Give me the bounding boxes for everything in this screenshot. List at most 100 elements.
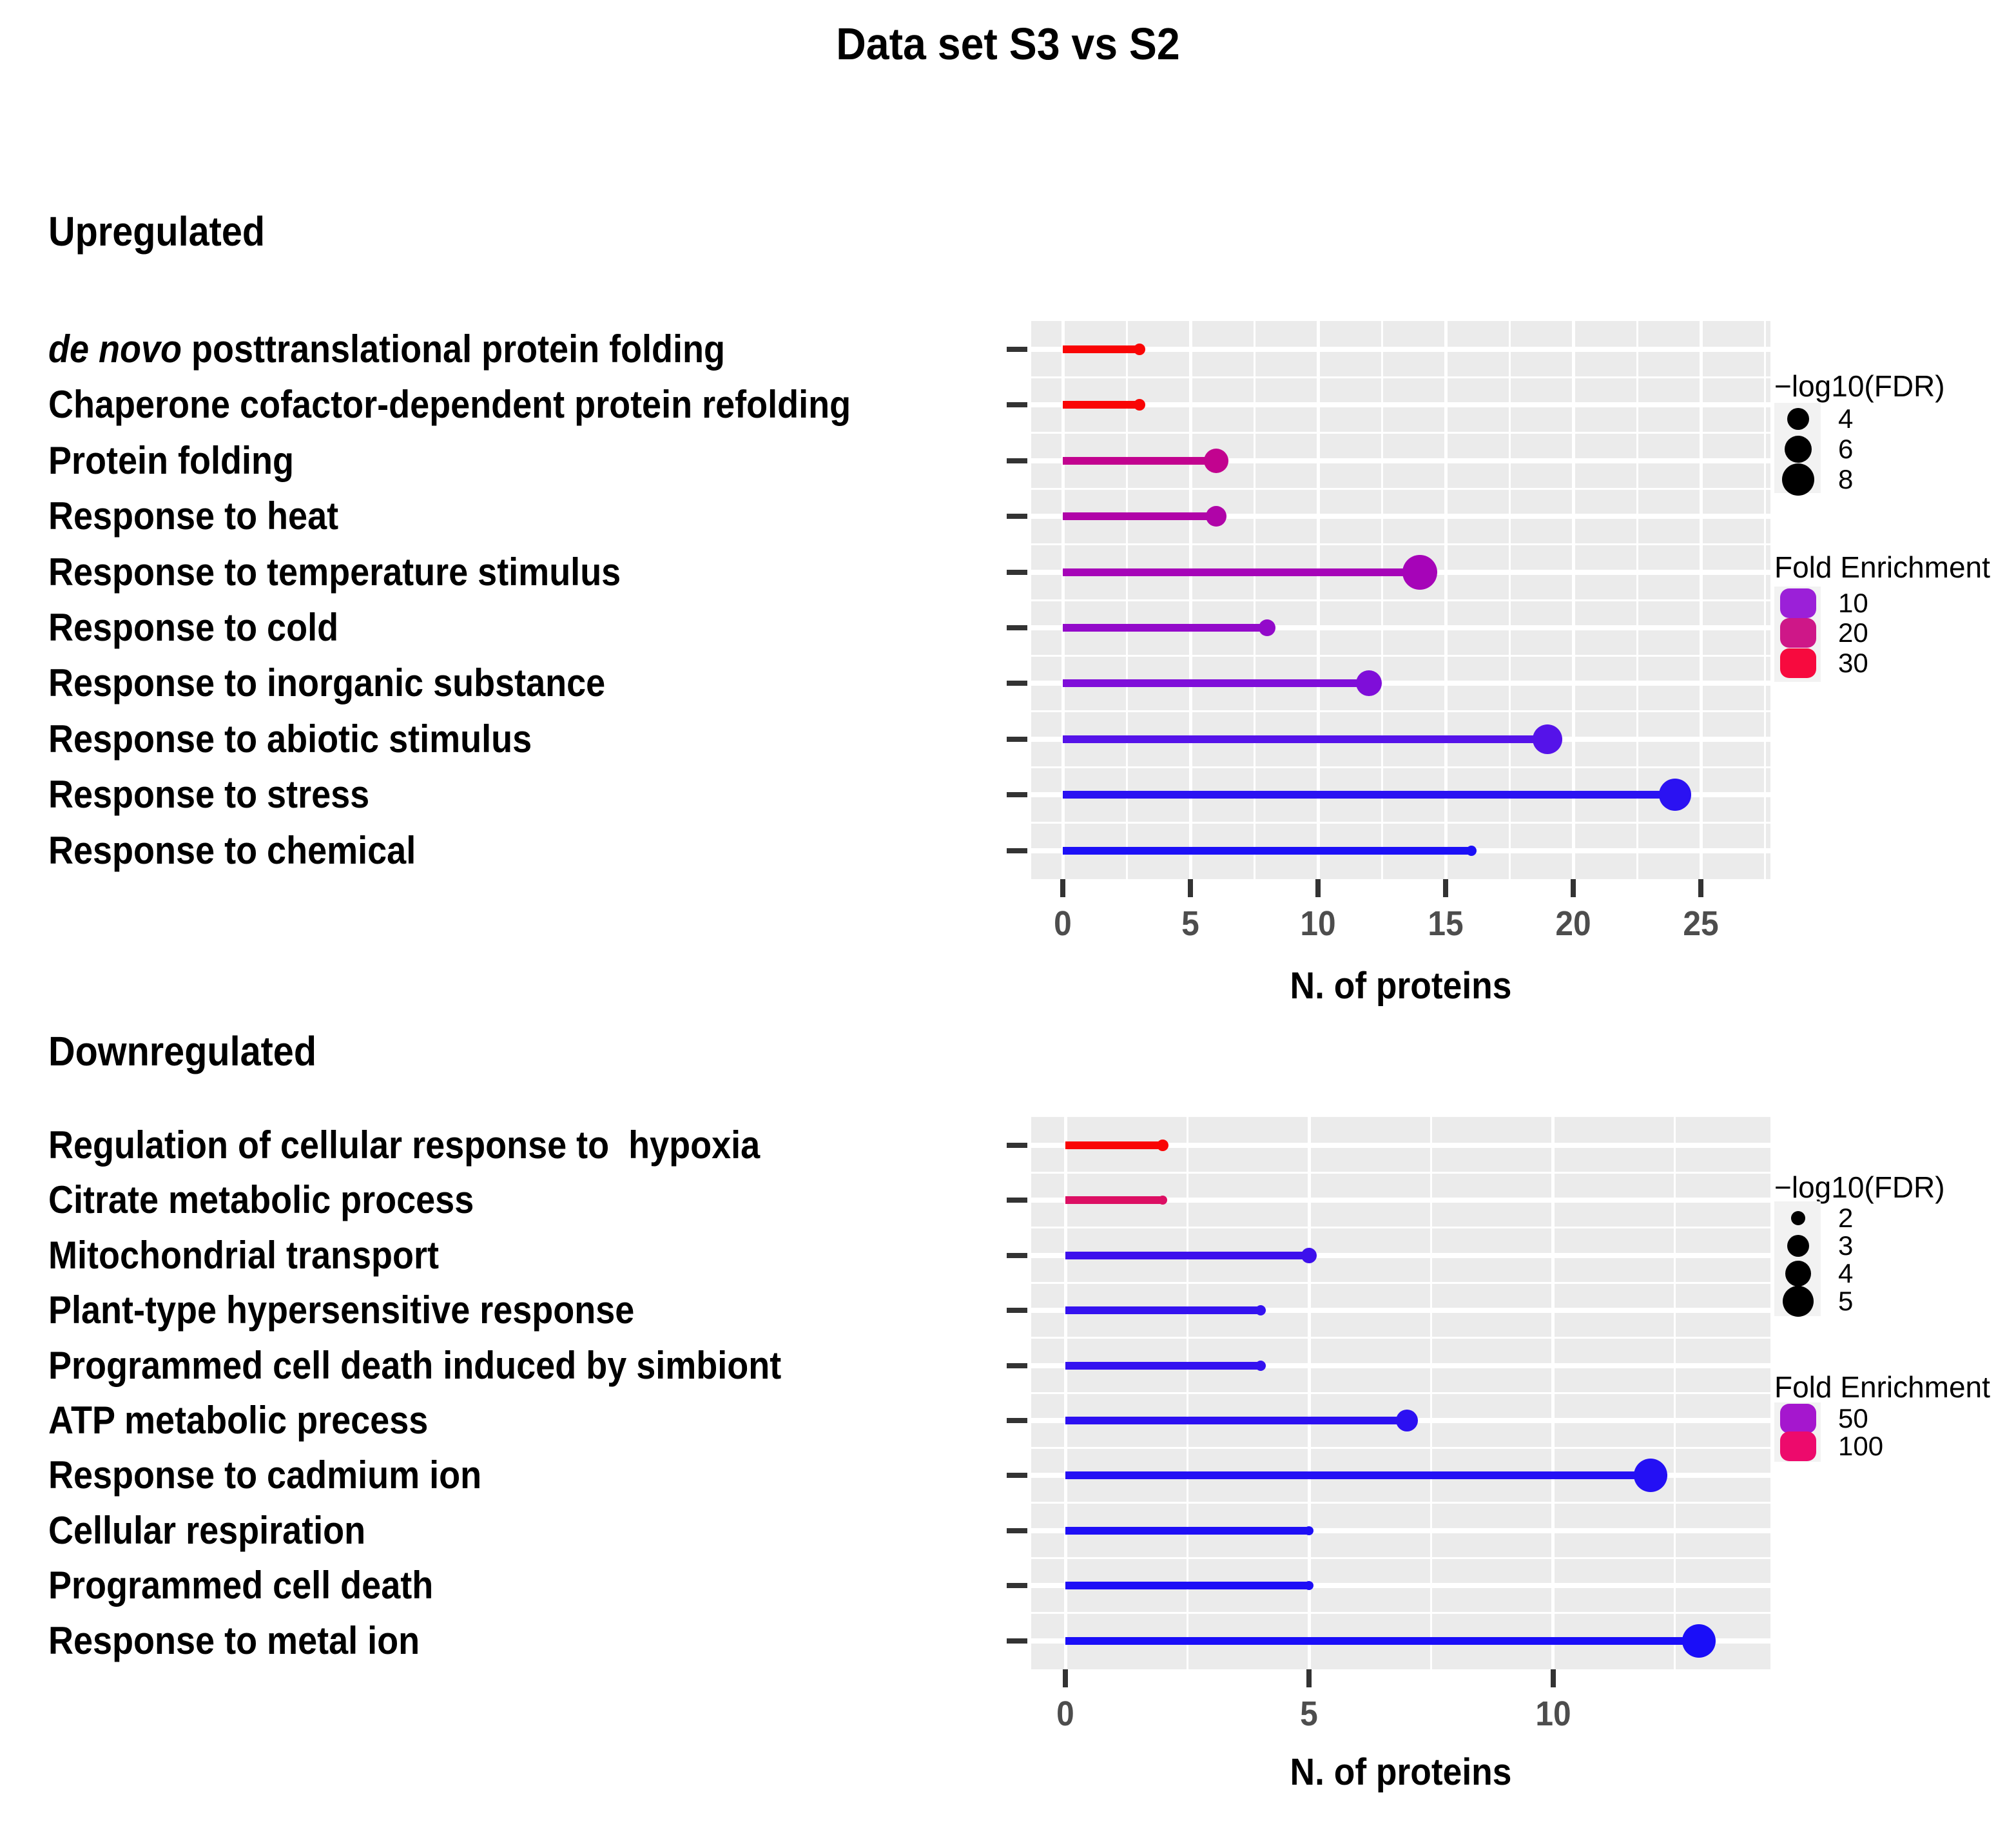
x-axis-tick-label: 25 xyxy=(1683,904,1719,943)
lollipop-stem xyxy=(1065,1417,1407,1424)
legend-fold-label: 20 xyxy=(1838,617,1868,648)
y-axis-tick xyxy=(1007,792,1027,797)
lollipop-dot xyxy=(1301,1248,1317,1263)
gridline-major-y xyxy=(1031,625,1770,630)
x-axis-label-upregulated: N. of proteins xyxy=(1290,965,1512,1007)
y-axis-tick xyxy=(1007,848,1027,853)
category-label: Response to heat xyxy=(48,492,338,540)
legend-title-fdr-downregulated: −log10(FDR) xyxy=(1774,1170,1945,1204)
legend-fold-label: 100 xyxy=(1838,1431,1884,1461)
legend-fdr-label: 8 xyxy=(1838,464,1854,494)
legend-fdr-dot xyxy=(1785,436,1812,463)
gridline-major-y xyxy=(1031,1363,1770,1368)
y-axis-tick xyxy=(1007,402,1027,407)
y-axis-tick xyxy=(1007,1363,1027,1368)
legend-fdr-label: 2 xyxy=(1838,1203,1854,1233)
lollipop-dot xyxy=(1205,506,1226,527)
category-label-text: Mitochondrial transport xyxy=(48,1234,440,1277)
legend-fold-swatch xyxy=(1780,648,1816,678)
category-label-italic: de novo xyxy=(48,327,182,371)
category-label-text: Chaperone cofactor-dependent protein ref… xyxy=(48,383,851,426)
gridline-minor-y xyxy=(1031,543,1770,545)
x-axis-tick-label: 0 xyxy=(1056,1694,1074,1733)
legend-fold-swatch xyxy=(1780,588,1816,618)
lollipop-dot xyxy=(1304,1581,1314,1590)
lollipop-dot xyxy=(1133,399,1145,411)
lollipop-dot xyxy=(1402,555,1438,590)
lollipop-stem xyxy=(1063,568,1420,576)
category-label: Plant-type hypersensitive response xyxy=(48,1286,634,1334)
category-label-text: Response to chemical xyxy=(48,829,416,872)
lollipop-dot xyxy=(1633,1459,1667,1492)
category-label-text: Response to stress xyxy=(48,773,370,816)
section-heading-downregulated: Downregulated xyxy=(48,1028,317,1074)
legend-fold-swatch xyxy=(1780,1431,1816,1461)
gridline-minor-y xyxy=(1031,766,1770,768)
x-axis-tick xyxy=(1060,879,1065,897)
legend-fdr-label: 5 xyxy=(1838,1286,1854,1316)
y-axis-tick xyxy=(1007,681,1027,686)
category-label-text: Programmed cell death xyxy=(48,1564,434,1607)
category-label-text: Citrate metabolic process xyxy=(48,1178,474,1221)
category-label-text: Cellular respiration xyxy=(48,1509,366,1552)
category-label: Protein folding xyxy=(48,437,294,485)
gridline-major-y xyxy=(1031,1143,1770,1148)
legend-title-fold-enrichment-downregulated: Fold Enrichment xyxy=(1774,1370,1990,1404)
legend-fold-label: 30 xyxy=(1838,648,1868,678)
category-label-text: Response to cadmium ion xyxy=(48,1453,482,1497)
lollipop-stem xyxy=(1063,791,1676,799)
legend-fdr-dot xyxy=(1783,1286,1814,1317)
legend-fdr-dot xyxy=(1782,463,1814,496)
gridline-minor-y xyxy=(1031,431,1770,434)
category-label-text: Response to metal ion xyxy=(48,1619,420,1662)
legend-fold-label: 10 xyxy=(1838,588,1868,618)
gridline-minor-y xyxy=(1031,487,1770,490)
x-axis-label-downregulated: N. of proteins xyxy=(1290,1751,1512,1793)
legend-title-fdr-upregulated: −log10(FDR) xyxy=(1774,369,1945,403)
x-axis-tick-label: 15 xyxy=(1428,904,1464,943)
legend-fdr-dot xyxy=(1785,1261,1811,1286)
lollipop-dot xyxy=(1133,344,1145,355)
section-heading-upregulated: Upregulated xyxy=(48,208,266,255)
y-axis-tick xyxy=(1007,570,1027,575)
category-label-text: posttranslational protein folding xyxy=(182,327,726,371)
legend-title-fold-enrichment-upregulated: Fold Enrichment xyxy=(1774,550,1990,584)
y-axis-tick xyxy=(1007,1418,1027,1423)
y-axis-tick xyxy=(1007,625,1027,630)
x-axis-tick-label: 0 xyxy=(1054,904,1072,943)
lollipop-stem xyxy=(1063,345,1139,353)
category-label: de novo posttranslational protein foldin… xyxy=(48,325,725,373)
gridline-minor-y xyxy=(1031,1227,1770,1229)
category-label: Cellular respiration xyxy=(48,1507,365,1555)
gridline-major-y xyxy=(1031,1308,1770,1313)
lollipop-dot xyxy=(1157,1140,1169,1151)
y-axis-tick xyxy=(1007,1143,1027,1148)
x-axis-tick-label: 10 xyxy=(1300,904,1336,943)
category-label: Response to inorganic substance xyxy=(48,659,605,707)
legend-fdr-dot xyxy=(1791,1211,1805,1225)
lollipop-stem xyxy=(1063,735,1548,743)
y-axis-tick xyxy=(1007,1198,1027,1203)
gridline-minor-y xyxy=(1031,1502,1770,1504)
category-label-text: Response to inorganic substance xyxy=(48,661,606,704)
lollipop-dot xyxy=(1304,1526,1314,1535)
legend-fold-label: 50 xyxy=(1838,1403,1868,1433)
category-label: Response to chemical xyxy=(48,827,416,875)
gridline-major-y xyxy=(1031,402,1770,407)
lollipop-dot xyxy=(1356,670,1382,696)
gridline-major-y xyxy=(1031,1528,1770,1533)
x-axis-tick xyxy=(1315,879,1321,897)
lollipop-stem xyxy=(1065,1306,1261,1314)
category-label: Citrate metabolic process xyxy=(48,1176,474,1224)
lollipop-dot xyxy=(1203,449,1228,473)
category-label-text: Response to temperature stimulus xyxy=(48,550,621,594)
category-label-text: Response to cold xyxy=(48,606,339,649)
category-label: Regulation of cellular response to hypox… xyxy=(48,1121,760,1169)
gridline-minor-y xyxy=(1031,1282,1770,1285)
x-axis-tick-label: 5 xyxy=(1300,1694,1319,1733)
lollipop-dot xyxy=(1255,1361,1266,1371)
gridline-major-y xyxy=(1031,1253,1770,1258)
category-label: Response to temperature stimulus xyxy=(48,548,621,596)
y-axis-tick xyxy=(1007,1253,1027,1258)
y-axis-tick xyxy=(1007,1528,1027,1533)
